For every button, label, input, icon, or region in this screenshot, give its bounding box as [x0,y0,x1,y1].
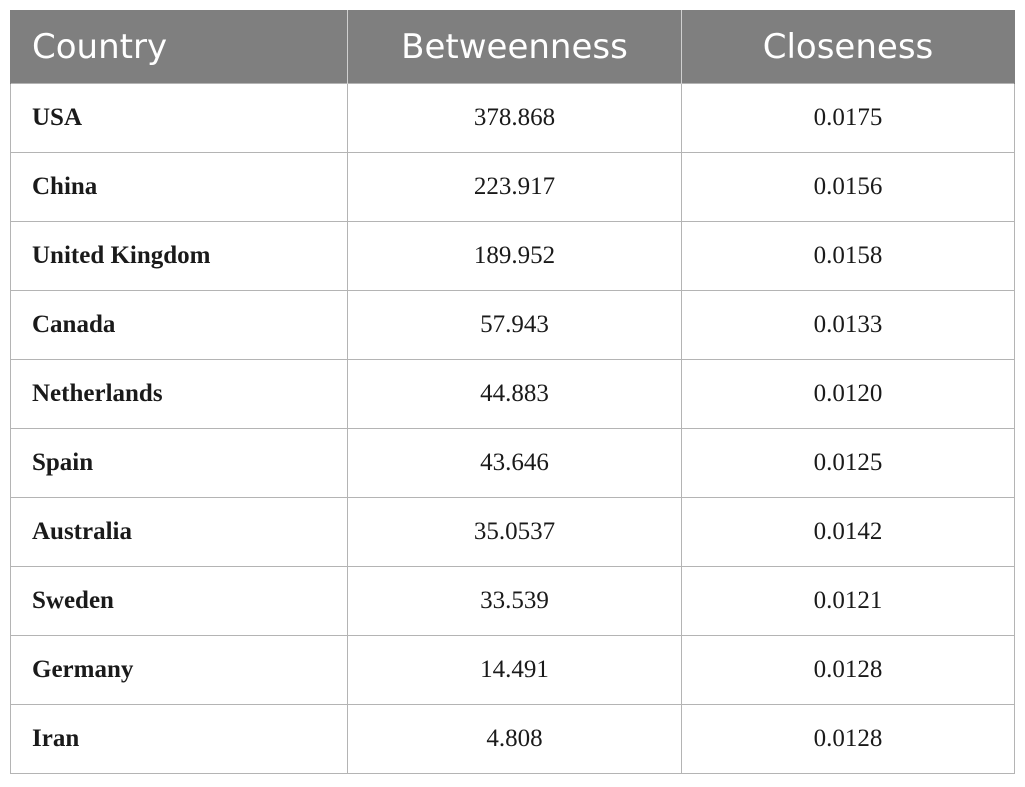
table-row: Iran 4.808 0.0128 [10,704,1015,774]
cell-country: Spain [10,428,348,498]
cell-closeness: 0.0128 [681,704,1015,774]
header-row: Country Betweenness Closeness [10,10,1015,84]
cell-country: Germany [10,635,348,705]
table-row: Spain 43.646 0.0125 [10,428,1015,498]
cell-country: China [10,152,348,222]
table-row: China 223.917 0.0156 [10,152,1015,222]
header-country: Country [10,10,348,84]
table-row: Sweden 33.539 0.0121 [10,566,1015,636]
cell-betweenness: 189.952 [347,221,682,291]
cell-betweenness: 44.883 [347,359,682,429]
table-row: Netherlands 44.883 0.0120 [10,359,1015,429]
table-row: Canada 57.943 0.0133 [10,290,1015,360]
cell-betweenness: 33.539 [347,566,682,636]
cell-country: USA [10,83,348,153]
cell-closeness: 0.0142 [681,497,1015,567]
cell-betweenness: 14.491 [347,635,682,705]
cell-betweenness: 43.646 [347,428,682,498]
cell-betweenness: 57.943 [347,290,682,360]
cell-closeness: 0.0125 [681,428,1015,498]
header-closeness: Closeness [681,10,1015,84]
cell-betweenness: 223.917 [347,152,682,222]
cell-country: Iran [10,704,348,774]
cell-closeness: 0.0175 [681,83,1015,153]
cell-closeness: 0.0156 [681,152,1015,222]
cell-country: Canada [10,290,348,360]
cell-closeness: 0.0121 [681,566,1015,636]
table-body: USA 378.868 0.0175 China 223.917 0.0156 … [10,83,1015,774]
header-betweenness: Betweenness [347,10,682,84]
centrality-table: Country Betweenness Closeness USA 378.86… [10,10,1015,774]
table-row: Germany 14.491 0.0128 [10,635,1015,705]
cell-betweenness: 4.808 [347,704,682,774]
cell-country: United Kingdom [10,221,348,291]
cell-betweenness: 35.0537 [347,497,682,567]
table-row: Australia 35.0537 0.0142 [10,497,1015,567]
table-row: United Kingdom 189.952 0.0158 [10,221,1015,291]
cell-closeness: 0.0158 [681,221,1015,291]
cell-closeness: 0.0133 [681,290,1015,360]
table-row: USA 378.868 0.0175 [10,83,1015,153]
cell-closeness: 0.0128 [681,635,1015,705]
centrality-table-container: Country Betweenness Closeness USA 378.86… [10,10,1015,774]
cell-country: Australia [10,497,348,567]
table-header: Country Betweenness Closeness [10,10,1015,84]
cell-betweenness: 378.868 [347,83,682,153]
cell-country: Sweden [10,566,348,636]
cell-country: Netherlands [10,359,348,429]
cell-closeness: 0.0120 [681,359,1015,429]
